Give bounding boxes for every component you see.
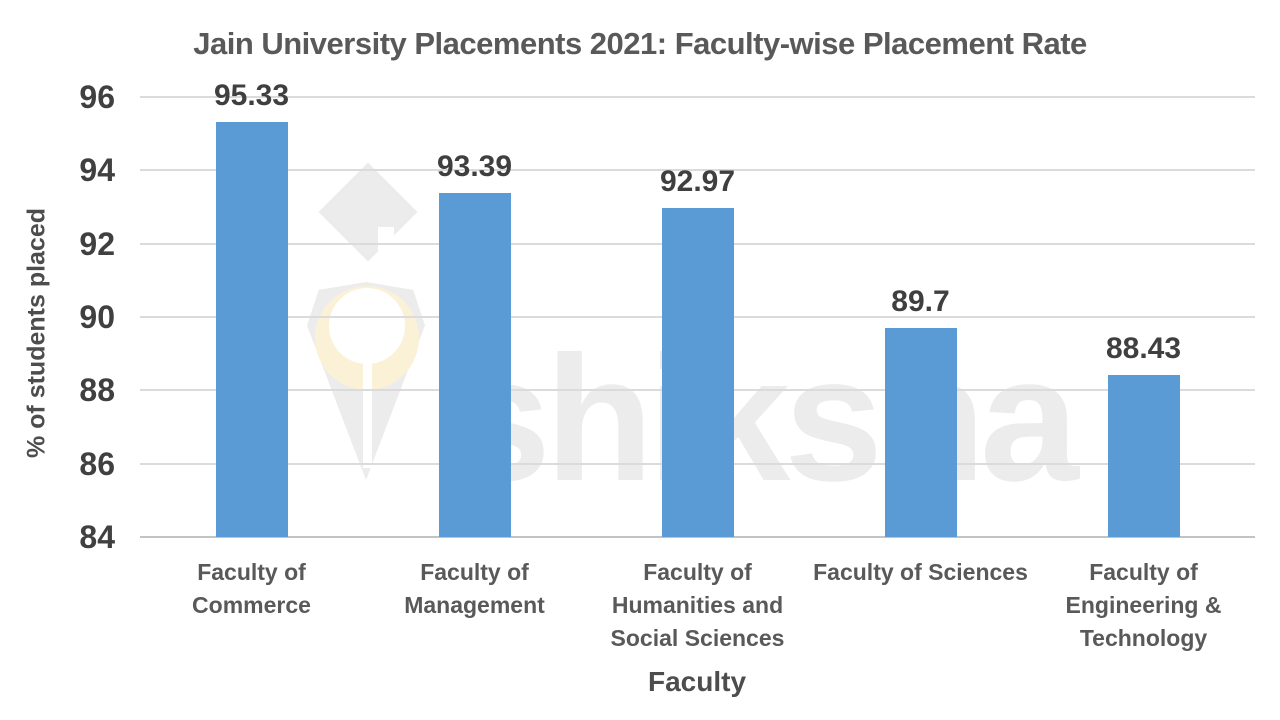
- bar-value-label-2: 93.39: [436, 149, 513, 183]
- y-tick-label-90: 90: [79, 299, 115, 335]
- x-axis-title: Faculty: [647, 666, 747, 697]
- x-category-line: Engineering &: [1065, 592, 1222, 618]
- x-axis-line: [140, 536, 1255, 538]
- pen-nib-slit: [363, 296, 372, 468]
- bar-value-label-3: 92.97: [659, 165, 736, 199]
- x-category-line: Faculty of: [197, 559, 306, 585]
- x-category-line: Social Sciences: [610, 625, 785, 651]
- x-category-line: Humanities and: [611, 592, 784, 618]
- x-category-line: Commerce: [192, 592, 311, 618]
- x-category-line: Faculty of: [1089, 559, 1198, 585]
- chart-title: Jain University Placements 2021: Faculty…: [193, 26, 1087, 61]
- bar-3: [661, 208, 734, 537]
- gridline-94: [140, 169, 1255, 172]
- bar-value-label-1: 95.33: [213, 78, 290, 112]
- x-category-line: Faculty of: [643, 559, 752, 585]
- bar-4: [884, 328, 957, 537]
- x-category-line: Technology: [1079, 625, 1208, 651]
- x-category-label-5: Faculty of Engineering & Technology: [1028, 556, 1260, 655]
- y-tick-label-92: 92: [79, 225, 115, 262]
- x-category-line: Faculty of Sciences: [813, 559, 1028, 585]
- bar-value-label-5: 88.43: [1105, 331, 1182, 365]
- y-tick-label-88: 88: [79, 372, 115, 409]
- y-tick-label-86: 86: [79, 445, 115, 482]
- x-category-label-4: Faculty of Sciences: [805, 556, 1037, 589]
- bar-2: [438, 192, 511, 537]
- y-tick-label-94: 94: [79, 152, 115, 189]
- bar-value-label-4: 89.7: [891, 285, 950, 318]
- gridline-96: [140, 96, 1255, 98]
- bar-5: [1107, 374, 1180, 537]
- x-category-line: Faculty of: [420, 559, 529, 585]
- x-category-label-1: Faculty of Commerce: [136, 556, 368, 622]
- watermark-text: shiksha: [452, 319, 1079, 518]
- x-category-label-3: Faculty of Humanities and Social Sciences: [582, 556, 814, 655]
- y-tick-label-96: 96: [79, 79, 115, 115]
- x-category-line: Management: [404, 592, 545, 618]
- y-tick-label-84: 84: [79, 519, 115, 555]
- x-category-label-2: Faculty of Management: [359, 556, 591, 622]
- bar-1: [215, 121, 288, 537]
